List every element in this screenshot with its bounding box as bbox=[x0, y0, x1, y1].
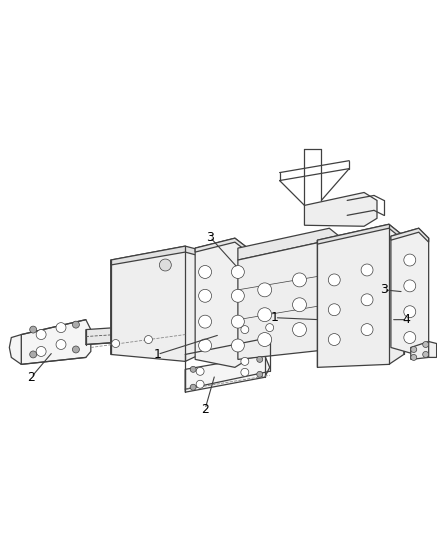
Circle shape bbox=[56, 340, 66, 350]
Circle shape bbox=[190, 384, 196, 390]
Circle shape bbox=[411, 354, 417, 360]
Circle shape bbox=[198, 339, 212, 352]
Circle shape bbox=[36, 329, 46, 340]
Circle shape bbox=[72, 321, 79, 328]
Text: 1: 1 bbox=[271, 311, 279, 324]
Circle shape bbox=[328, 304, 340, 316]
Polygon shape bbox=[185, 356, 270, 392]
Circle shape bbox=[231, 265, 244, 278]
Polygon shape bbox=[411, 342, 433, 359]
Circle shape bbox=[361, 324, 373, 336]
Circle shape bbox=[257, 357, 263, 362]
Polygon shape bbox=[21, 320, 91, 365]
Circle shape bbox=[231, 315, 244, 328]
Circle shape bbox=[293, 298, 307, 312]
Text: 2: 2 bbox=[201, 402, 209, 416]
Circle shape bbox=[112, 340, 120, 348]
Circle shape bbox=[241, 368, 249, 376]
Circle shape bbox=[159, 259, 171, 271]
Circle shape bbox=[257, 372, 263, 377]
Circle shape bbox=[258, 283, 272, 297]
Polygon shape bbox=[238, 240, 344, 359]
Polygon shape bbox=[318, 224, 404, 367]
Circle shape bbox=[266, 324, 274, 332]
Polygon shape bbox=[391, 228, 429, 242]
Circle shape bbox=[404, 254, 416, 266]
Circle shape bbox=[258, 308, 272, 321]
Circle shape bbox=[72, 346, 79, 353]
Circle shape bbox=[198, 265, 212, 278]
Polygon shape bbox=[195, 238, 248, 367]
Text: 3: 3 bbox=[206, 231, 214, 244]
Text: 3: 3 bbox=[380, 284, 388, 296]
Circle shape bbox=[231, 289, 244, 302]
Polygon shape bbox=[86, 316, 300, 344]
Circle shape bbox=[30, 326, 37, 333]
Polygon shape bbox=[238, 228, 344, 260]
Circle shape bbox=[423, 342, 429, 348]
Circle shape bbox=[198, 315, 212, 328]
Polygon shape bbox=[111, 246, 200, 361]
Circle shape bbox=[145, 336, 152, 343]
Circle shape bbox=[293, 273, 307, 287]
Circle shape bbox=[36, 346, 46, 357]
Circle shape bbox=[361, 264, 373, 276]
Circle shape bbox=[423, 351, 429, 358]
Circle shape bbox=[258, 333, 272, 346]
Circle shape bbox=[411, 346, 417, 352]
Circle shape bbox=[241, 358, 249, 365]
Circle shape bbox=[404, 280, 416, 292]
Circle shape bbox=[404, 332, 416, 343]
Text: 4: 4 bbox=[403, 313, 411, 326]
Polygon shape bbox=[9, 335, 21, 365]
Circle shape bbox=[196, 367, 204, 375]
Polygon shape bbox=[391, 228, 429, 356]
Circle shape bbox=[328, 334, 340, 345]
Circle shape bbox=[328, 274, 340, 286]
Circle shape bbox=[198, 289, 212, 302]
Polygon shape bbox=[111, 246, 208, 265]
Circle shape bbox=[30, 351, 37, 358]
Polygon shape bbox=[195, 238, 248, 252]
Circle shape bbox=[56, 322, 66, 333]
Circle shape bbox=[190, 366, 196, 373]
Circle shape bbox=[241, 326, 249, 334]
Circle shape bbox=[293, 322, 307, 336]
Polygon shape bbox=[429, 342, 437, 358]
Circle shape bbox=[361, 294, 373, 306]
Circle shape bbox=[404, 306, 416, 318]
Text: 1: 1 bbox=[153, 348, 161, 361]
Text: 2: 2 bbox=[27, 371, 35, 384]
Circle shape bbox=[231, 339, 244, 352]
Circle shape bbox=[196, 380, 204, 388]
Polygon shape bbox=[304, 192, 377, 226]
Polygon shape bbox=[318, 224, 404, 244]
